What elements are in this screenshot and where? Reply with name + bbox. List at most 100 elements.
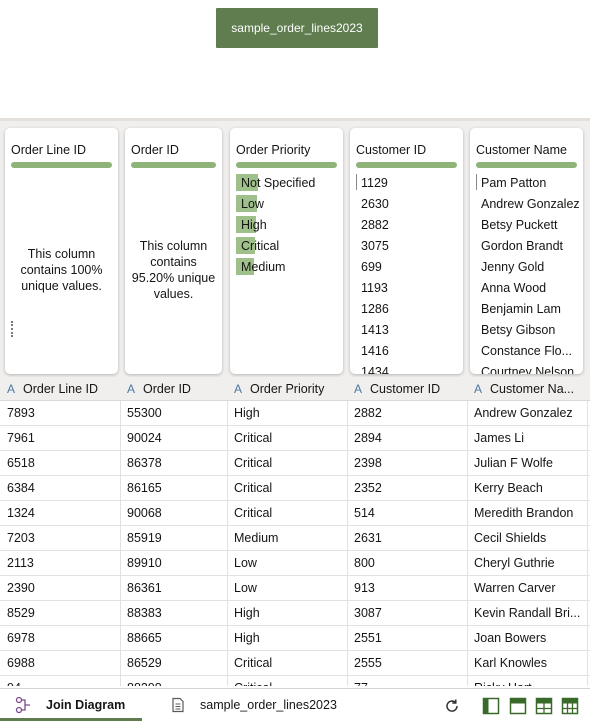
table-cell[interactable]: Critical <box>234 456 273 470</box>
resize-grip-icon[interactable] <box>11 321 13 337</box>
profile-card-order-id[interactable]: Order ID This column contains 95.20% uni… <box>125 128 222 374</box>
table-cell[interactable]: 86529 <box>127 656 162 670</box>
column-header-order-priority[interactable]: A Order Priority <box>227 377 347 401</box>
table-cell[interactable]: 55300 <box>127 406 162 420</box>
value-list-item[interactable]: Courtney Nelson <box>481 365 575 374</box>
layout-top-panel-icon[interactable] <box>509 697 527 715</box>
table-cell[interactable]: Critical <box>234 481 273 495</box>
table-row[interactable]: 2390 86361 Low 913 Warren Carver <box>0 576 590 601</box>
table-cell[interactable]: 3087 <box>354 606 382 620</box>
table-row[interactable]: 7961 90024 Critical 2894 James Li <box>0 426 590 451</box>
table-cell[interactable]: 6978 <box>7 631 35 645</box>
table-cell[interactable]: 94 <box>0 676 120 686</box>
table-cell[interactable]: 90068 <box>127 506 162 520</box>
table-cell[interactable]: High <box>234 606 260 620</box>
refresh-icon[interactable] <box>443 697 461 715</box>
table-cell[interactable]: Critical <box>227 676 347 686</box>
value-list-item[interactable]: 2630 <box>361 197 389 211</box>
layout-left-panel-icon[interactable] <box>482 697 500 715</box>
table-cell[interactable]: Critical <box>234 656 273 670</box>
table-cell[interactable]: 2390 <box>7 581 35 595</box>
column-header-customer-name[interactable]: A Customer Na... <box>467 377 587 401</box>
table-row[interactable]: 8529 88383 High 3087 Kevin Randall Bri... <box>0 601 590 626</box>
table-cell[interactable]: Meredith Brandon <box>474 506 574 520</box>
value-list-item[interactable]: 1413 <box>361 323 389 337</box>
value-list-item[interactable]: Betsy Gibson <box>481 323 556 337</box>
table-cell[interactable]: Andrew Gonzalez <box>474 406 573 420</box>
value-list-item[interactable]: 3075 <box>361 239 389 253</box>
tab-join-diagram[interactable]: Join Diagram <box>0 689 142 721</box>
profile-card-customer-id[interactable]: Customer ID 1129 2630 2882 3075 699 1193… <box>350 128 463 374</box>
value-list-item[interactable]: Constance Flo... <box>481 344 573 358</box>
table-cell[interactable]: Warren Carver <box>474 581 556 595</box>
table-cell[interactable]: 800 <box>354 556 375 570</box>
table-cell[interactable]: Critical <box>234 506 273 520</box>
value-list-item[interactable]: Betsy Puckett <box>481 218 558 232</box>
value-list-item[interactable]: Gordon Brandt <box>481 239 563 253</box>
table-cell[interactable]: 514 <box>354 506 375 520</box>
table-cell[interactable]: 7961 <box>7 431 35 445</box>
table-cell[interactable]: Low <box>234 556 257 570</box>
profile-card-customer-name[interactable]: Customer Name Pam Patton Andrew Gonzalez… <box>470 128 583 374</box>
table-row[interactable]: 6978 88665 High 2551 Joan Bowers <box>0 626 590 651</box>
profile-card-order-line-id[interactable]: Order Line ID This column contains 100% … <box>5 128 118 374</box>
table-row[interactable]: 6384 86165 Critical 2352 Kerry Beach <box>0 476 590 501</box>
table-cell[interactable]: High <box>234 406 260 420</box>
layout-grid-icon[interactable] <box>535 697 553 715</box>
table-cell[interactable]: 2551 <box>354 631 382 645</box>
table-row[interactable]: 6988 86529 Critical 2555 Karl Knowles <box>0 651 590 676</box>
table-cell[interactable]: 2631 <box>354 531 382 545</box>
table-cell[interactable]: 86165 <box>127 481 162 495</box>
table-cell[interactable]: 6988 <box>7 656 35 670</box>
table-cell[interactable]: 6518 <box>7 456 35 470</box>
table-row[interactable]: 7203 85919 Medium 2631 Cecil Shields <box>0 526 590 551</box>
value-list-item[interactable]: 1434 <box>361 365 389 374</box>
table-cell[interactable]: Ricky Hart <box>467 676 587 686</box>
table-cell[interactable]: 88383 <box>127 606 162 620</box>
column-header-order-id[interactable]: A Order ID <box>120 377 227 401</box>
table-cell[interactable]: Karl Knowles <box>474 656 547 670</box>
column-header-customer-id[interactable]: A Customer ID <box>347 377 467 401</box>
column-header-order-line-id[interactable]: A Order Line ID <box>0 377 120 401</box>
table-cell[interactable]: 2894 <box>354 431 382 445</box>
table-cell[interactable]: James Li <box>474 431 525 445</box>
join-diagram-canvas[interactable]: sample_order_lines2023 <box>0 0 590 120</box>
tab-sample-order-lines2023[interactable]: sample_order_lines2023 <box>170 689 370 721</box>
table-cell[interactable]: 89910 <box>127 556 162 570</box>
table-cell[interactable]: 8529 <box>7 606 35 620</box>
table-cell[interactable]: 90024 <box>127 431 162 445</box>
value-list-item[interactable]: Benjamin Lam <box>481 302 561 316</box>
table-cell[interactable]: Kerry Beach <box>474 481 543 495</box>
table-cell[interactable]: 2555 <box>354 656 382 670</box>
table-cell[interactable]: Cheryl Guthrie <box>474 556 555 570</box>
table-cell[interactable]: 86378 <box>127 456 162 470</box>
table-cell[interactable]: Kevin Randall Bri... <box>474 606 581 620</box>
table-cell[interactable]: 2398 <box>354 456 382 470</box>
table-cell[interactable]: 1324 <box>7 506 35 520</box>
value-list-item[interactable]: 1416 <box>361 344 389 358</box>
table-cell[interactable]: Julian F Wolfe <box>474 456 553 470</box>
value-list-item[interactable]: 1129 <box>361 176 388 190</box>
table-cell[interactable]: 85919 <box>127 531 162 545</box>
table-cell[interactable]: 7893 <box>7 406 35 420</box>
value-list-item[interactable]: Anna Wood <box>481 281 547 295</box>
table-row[interactable]: 2113 89910 Low 800 Cheryl Guthrie <box>0 551 590 576</box>
value-list-item[interactable]: 699 <box>361 260 382 274</box>
panel-splitter[interactable] <box>0 118 590 121</box>
table-cell[interactable]: 2352 <box>354 481 382 495</box>
table-row[interactable]: 7893 55300 High 2882 Andrew Gonzalez <box>0 401 590 426</box>
value-list-item[interactable]: Jenny Gold <box>481 260 545 274</box>
table-cell[interactable]: Low <box>234 581 257 595</box>
profile-card-order-priority[interactable]: Order Priority Not Specified Low High Cr… <box>230 128 343 374</box>
table-row[interactable]: 1324 90068 Critical 514 Meredith Brandon <box>0 501 590 526</box>
table-cell[interactable]: Medium <box>234 531 279 545</box>
table-cell[interactable]: 88298 <box>120 676 227 686</box>
table-cell[interactable]: Joan Bowers <box>474 631 547 645</box>
table-cell[interactable]: 2113 <box>7 556 34 570</box>
value-list-item[interactable]: 1286 <box>361 302 389 316</box>
layout-grid-full-icon[interactable] <box>561 697 579 715</box>
value-list-item[interactable]: Andrew Gonzalez <box>481 197 580 211</box>
value-list-item[interactable]: 2882 <box>361 218 389 232</box>
value-list-item[interactable]: Pam Patton <box>481 176 547 190</box>
table-cell[interactable]: 77 <box>347 676 467 686</box>
